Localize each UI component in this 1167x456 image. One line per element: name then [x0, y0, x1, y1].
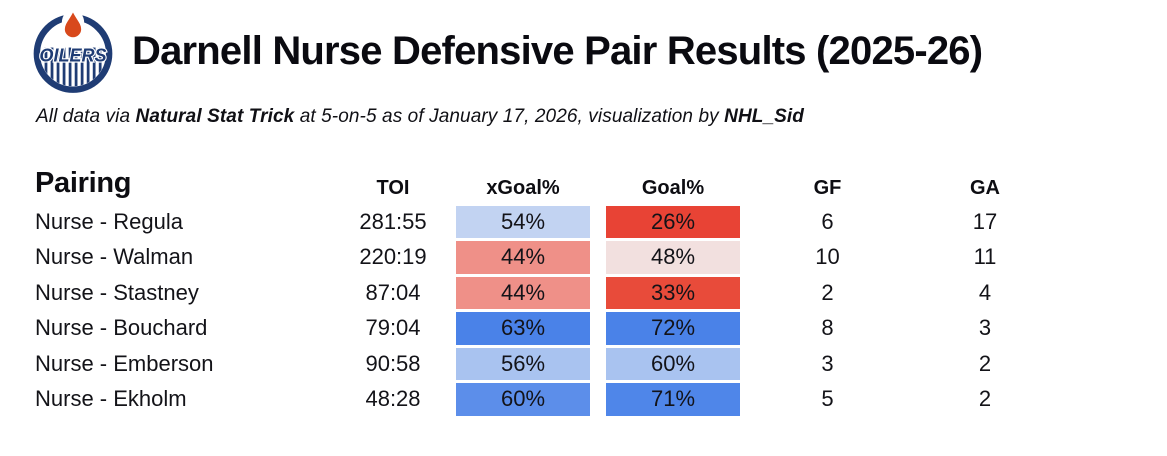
xgoal-heat-cell: 63% [456, 312, 590, 345]
pairing-label: Nurse - Bouchard [35, 315, 208, 341]
column-header-pairing: Pairing [35, 167, 132, 199]
gf-value: 3 [821, 350, 834, 376]
table-row: Nurse - Ekholm 48:28 60% 71% 5 2 [35, 382, 1055, 418]
gf-value: 2 [821, 279, 834, 305]
pairing-label: Nurse - Walman [35, 244, 194, 270]
goal-heat-cell: 72% [606, 312, 740, 345]
toi-value: 79:04 [365, 315, 421, 341]
xgoal-heat-cell: 44% [456, 276, 590, 309]
gf-value: 6 [821, 208, 834, 234]
ga-value: 17 [972, 208, 998, 234]
goal-heat-cell: 71% [606, 383, 740, 416]
goal-heat-cell: 48% [606, 241, 740, 274]
gf-value: 8 [821, 315, 834, 341]
toi-value: 48:28 [365, 386, 421, 412]
pairing-label: Nurse - Regula [35, 208, 183, 234]
goal-heat-cell: 26% [606, 205, 740, 238]
column-header-ga: GA [970, 177, 1000, 199]
pairings-table: Pairing TOI xGoal% Goal% GF GA Nurse - R… [35, 152, 1055, 417]
xgoal-heat-cell: 54% [456, 205, 590, 238]
toi-value: 87:04 [365, 279, 421, 305]
oilers-logo-icon: OILERS [33, 8, 113, 93]
column-header-xgoal: xGoal% [486, 177, 560, 199]
gf-value: 5 [821, 386, 834, 412]
table-row: Nurse - Stastney 87:04 44% 33% 2 4 [35, 275, 1055, 311]
goal-heat-cell: 33% [606, 276, 740, 309]
xgoal-heat-cell: 44% [456, 241, 590, 274]
pairing-label: Nurse - Emberson [35, 350, 214, 376]
table-row: Nurse - Bouchard 79:04 63% 72% 8 3 [35, 311, 1055, 347]
column-header-gf: GF [813, 177, 842, 199]
gf-value: 10 [815, 244, 840, 270]
table-row: Nurse - Regula 281:55 54% 26% 6 17 [35, 204, 1055, 240]
header: OILERS Darnell Nurse Defensive Pair Resu… [0, 0, 1167, 94]
ga-value: 2 [978, 386, 992, 412]
toi-value: 90:58 [365, 350, 421, 376]
subtitle-text: All data via [36, 106, 136, 127]
column-header-goal: Goal% [641, 177, 705, 199]
column-header-toi: TOI [376, 177, 410, 199]
pairing-label: Nurse - Ekholm [35, 386, 187, 412]
subtitle-text: at 5-on-5 as of January 17, 2026, visual… [294, 106, 725, 127]
ga-value: 2 [978, 350, 992, 376]
goal-heat-cell: 60% [606, 347, 740, 380]
subtitle: All data via Natural Stat Trick at 5-on-… [36, 106, 1167, 128]
oilers-logo-wordmark: OILERS [39, 45, 106, 65]
toi-value: 220:19 [359, 244, 427, 270]
page-title: Darnell Nurse Defensive Pair Results (20… [132, 28, 983, 73]
subtitle-author: NHL_Sid [724, 106, 804, 127]
ga-value: 3 [978, 315, 992, 341]
ga-value: 4 [978, 279, 992, 305]
xgoal-heat-cell: 60% [456, 383, 590, 416]
ga-value: 11 [973, 244, 997, 270]
xgoal-heat-cell: 56% [456, 347, 590, 380]
table-row: Nurse - Emberson 90:58 56% 60% 3 2 [35, 346, 1055, 382]
toi-value: 281:55 [359, 208, 427, 234]
pairing-label: Nurse - Stastney [35, 279, 199, 305]
table-header-row: Pairing TOI xGoal% Goal% GF GA [35, 152, 1055, 204]
subtitle-source: Natural Stat Trick [135, 106, 295, 127]
table-row: Nurse - Walman 220:19 44% 48% 10 11 [35, 240, 1055, 276]
